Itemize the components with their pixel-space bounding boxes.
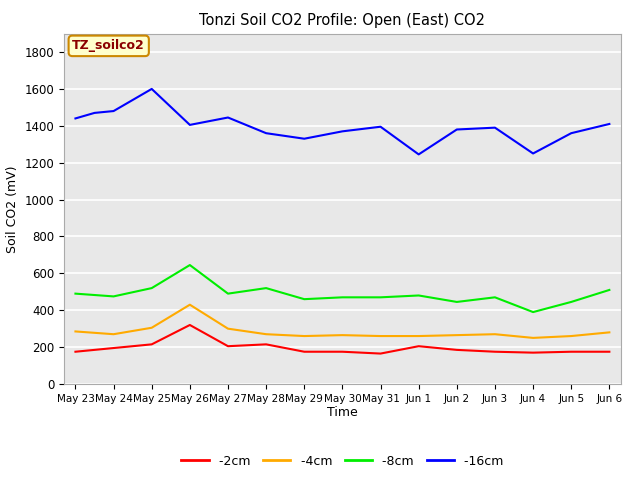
Title: Tonzi Soil CO2 Profile: Open (East) CO2: Tonzi Soil CO2 Profile: Open (East) CO2 [200,13,485,28]
X-axis label: Time: Time [327,407,358,420]
Text: TZ_soilco2: TZ_soilco2 [72,39,145,52]
Y-axis label: Soil CO2 (mV): Soil CO2 (mV) [6,165,19,252]
Legend:  -2cm,  -4cm,  -8cm,  -16cm: -2cm, -4cm, -8cm, -16cm [176,450,509,473]
